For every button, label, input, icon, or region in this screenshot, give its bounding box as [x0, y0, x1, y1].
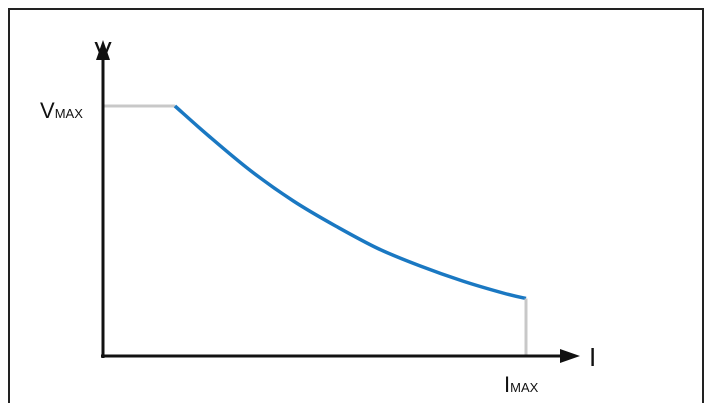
y-max-tick-label: VMAX	[40, 98, 83, 123]
x-max-tick-main: I	[504, 372, 510, 397]
series-layer	[103, 104, 528, 356]
x-axis-label: I	[589, 342, 596, 372]
x-max-tick-label: IMAX	[504, 372, 539, 397]
axes	[96, 40, 580, 363]
series-line-power-limit	[173, 104, 527, 301]
y-max-tick-main: V	[40, 98, 55, 123]
y-max-tick-sub: MAX	[55, 106, 84, 121]
y-axis-arrow-icon	[96, 40, 110, 60]
y-axis-label: V	[94, 36, 112, 66]
chart-frame	[8, 8, 704, 403]
x-max-tick-sub: MAX	[510, 380, 539, 395]
x-axis-arrow-icon	[560, 349, 580, 363]
